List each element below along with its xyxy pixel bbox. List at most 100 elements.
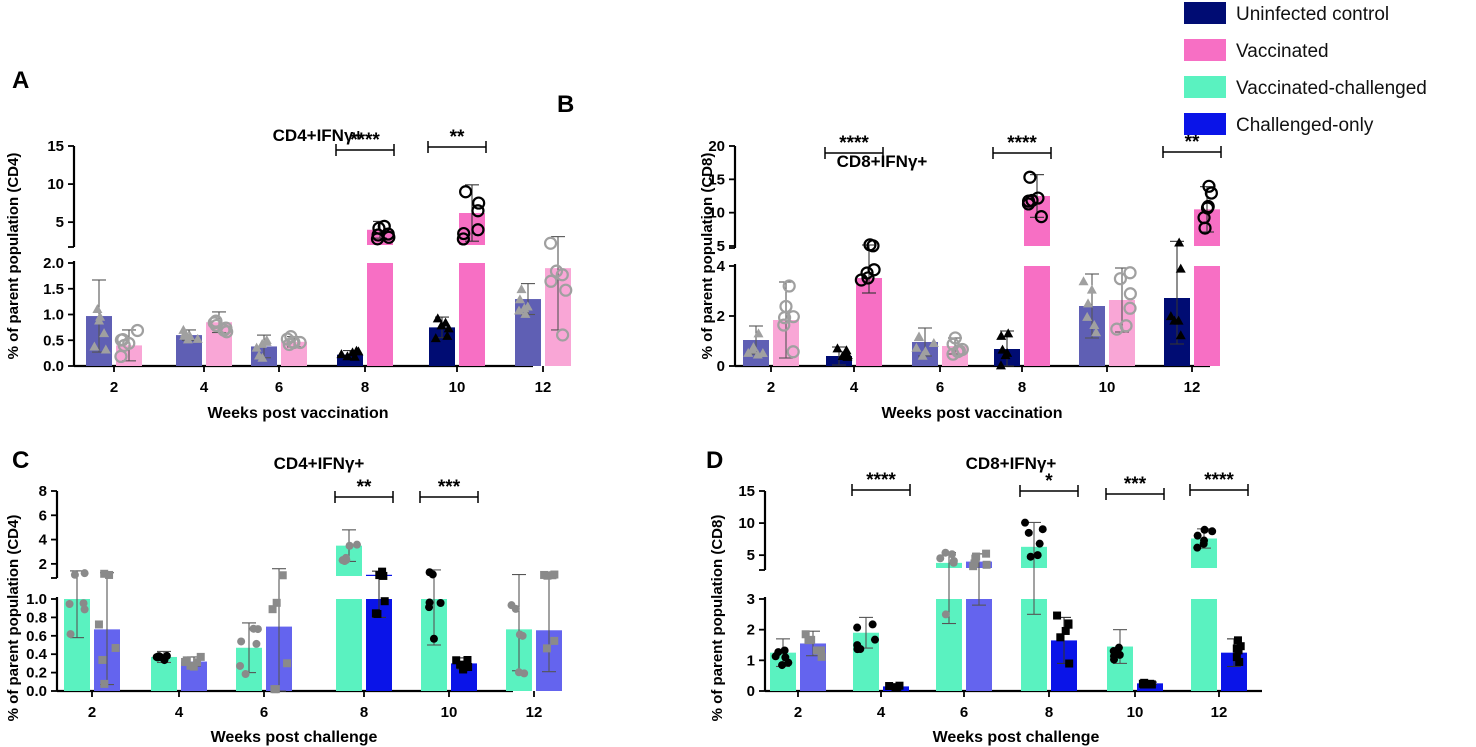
y-tick-label: 1.0 — [43, 307, 64, 324]
data-point-square — [182, 656, 191, 665]
significance-label: **** — [1007, 133, 1037, 154]
data-point-circle — [80, 605, 89, 614]
x-tick-label: 12 — [526, 704, 543, 721]
data-point-triangle — [430, 333, 441, 343]
significance-label: **** — [839, 133, 869, 154]
data-point-square — [459, 665, 468, 674]
data-point-square — [970, 559, 979, 568]
legend-label: Uninfected control — [1236, 4, 1389, 25]
data-point-circle — [520, 669, 529, 678]
data-point-square — [196, 652, 205, 661]
data-point-triangle — [440, 317, 451, 327]
data-point-square — [464, 663, 473, 672]
data-point-square — [268, 605, 277, 614]
data-point-square — [111, 643, 120, 652]
data-point-circle — [778, 661, 787, 670]
data-point-circle — [786, 345, 800, 359]
data-point-circle — [947, 550, 956, 559]
data-point-circle — [1202, 179, 1216, 193]
x-tick-label: 2 — [767, 379, 775, 396]
data-point-triangle — [92, 303, 103, 313]
legend-swatch — [1184, 113, 1226, 135]
data-point-circle — [867, 263, 881, 277]
data-point-triangle — [753, 328, 764, 338]
x-tick-label: 4 — [877, 704, 886, 721]
x-tick-label: 6 — [260, 704, 268, 721]
data-point-square — [801, 630, 810, 639]
data-point-circle — [779, 299, 793, 314]
data-point-circle — [114, 349, 128, 364]
data-point-triangle — [1086, 284, 1097, 294]
data-point-triangle — [261, 336, 272, 346]
data-point-triangle — [1174, 237, 1185, 247]
x-tick-label: 6 — [275, 379, 283, 396]
legend: Uninfected control Vaccinated Vaccinated-c… — [1184, 2, 1427, 136]
x-axis-label: Weeks post vaccination — [207, 405, 388, 422]
x-tick-label: 10 — [1099, 379, 1116, 396]
y-tick-label: 0.5 — [43, 332, 64, 349]
panel-B: B CD8+IFNγ+ % of parent population (CD8) We… — [557, 91, 1222, 422]
bar — [336, 599, 362, 691]
y-axis-label: % of parent population (CD4) — [5, 153, 22, 360]
y-tick-label: 10 — [708, 205, 725, 222]
data-point-circle — [1110, 655, 1119, 664]
data-point-triangle — [917, 350, 928, 360]
data-point-triangle — [747, 344, 758, 354]
x-axis-label: Weeks post challenge — [211, 729, 378, 746]
data-point-circle — [341, 553, 350, 562]
data-point-circle — [1123, 266, 1137, 280]
data-point-circle — [936, 554, 945, 563]
y-tick-label: 2 — [717, 308, 725, 325]
data-point-circle — [1113, 272, 1128, 286]
data-point-circle — [853, 623, 862, 632]
y-tick-label: 0.2 — [26, 665, 47, 682]
legend-label: Vaccinated-challenged — [1236, 78, 1427, 99]
data-point-circle — [236, 661, 245, 670]
data-point-square — [895, 681, 904, 690]
chart-title: CD4+IFNγ+ — [274, 454, 365, 473]
x-tick-label: 4 — [200, 379, 209, 396]
data-point-triangle — [920, 346, 931, 356]
data-point-triangle — [839, 348, 850, 358]
data-point-triangle — [192, 333, 203, 343]
data-point-triangle — [442, 330, 453, 340]
data-point-circle — [122, 336, 136, 350]
data-point-triangle — [832, 343, 843, 353]
data-point-triangle — [1165, 311, 1176, 321]
data-point-square — [272, 598, 281, 607]
data-point-square — [807, 635, 816, 644]
data-point-square — [1056, 633, 1065, 642]
legend-label: Vaccinated — [1236, 41, 1329, 62]
data-point-triangle — [1002, 347, 1013, 357]
y-tick-label: 4 — [39, 532, 48, 549]
data-point-square — [972, 552, 981, 561]
data-point-triangle — [514, 294, 525, 304]
data-point-circle — [1021, 518, 1030, 527]
data-point-triangle — [1175, 330, 1186, 340]
data-point-triangle — [997, 344, 1008, 354]
data-point-triangle — [911, 342, 922, 352]
data-point-circle — [428, 570, 437, 579]
data-point-square — [456, 660, 465, 669]
y-tick-label: 15 — [708, 171, 725, 188]
chart-title: CD4+IFNγ+ — [273, 126, 364, 145]
x-tick-label: 12 — [1184, 379, 1201, 396]
data-point-circle — [1204, 186, 1218, 200]
data-point-triangle — [996, 330, 1007, 340]
panel-letter: C — [12, 447, 29, 474]
data-point-triangle — [347, 347, 358, 357]
bar — [1194, 266, 1220, 366]
y-tick-label: 10 — [47, 176, 64, 193]
bar — [337, 354, 363, 366]
data-point-triangle — [995, 360, 1006, 370]
data-point-circle — [456, 232, 470, 246]
data-point-circle — [1199, 539, 1208, 548]
x-tick-label: 12 — [535, 379, 552, 396]
y-tick-label: 6 — [39, 507, 47, 524]
data-point-square — [463, 655, 472, 664]
panel-C: C CD4+IFNγ+ % of parent population (CD4) We… — [5, 447, 562, 746]
data-point-square — [100, 569, 109, 578]
data-point-circle — [544, 274, 558, 288]
legend-swatch — [1184, 39, 1226, 61]
